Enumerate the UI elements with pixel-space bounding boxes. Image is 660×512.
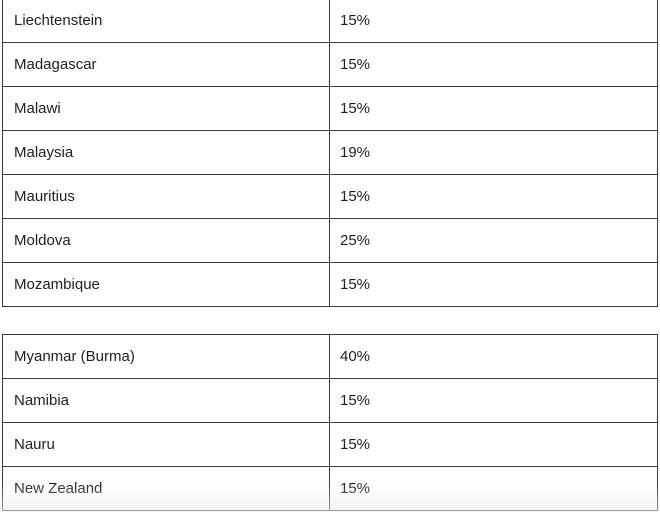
rate-cell: 19%: [329, 130, 658, 175]
country-cell: Madagascar: [2, 42, 330, 87]
rate-cell: 25%: [329, 218, 658, 263]
country-cell: Malaysia: [2, 130, 330, 175]
table-body: Liechtenstein 15% Madagascar 15% Malawi …: [2, 0, 658, 307]
table-row: Nauru 15%: [2, 422, 658, 467]
country-rate-table-1: Liechtenstein 15% Madagascar 15% Malawi …: [2, 0, 658, 307]
rate-cell: 15%: [329, 86, 658, 131]
rate-cell: 15%: [329, 174, 658, 219]
rate-cell: 15%: [329, 42, 658, 87]
table-row: Malaysia 19%: [2, 130, 658, 175]
rate-cell: 15%: [329, 422, 658, 467]
rate-cell: 15%: [329, 378, 658, 423]
rate-cell: 15%: [329, 466, 658, 511]
country-cell: Mozambique: [2, 262, 330, 307]
country-cell: Mauritius: [2, 174, 330, 219]
table-row: Namibia 15%: [2, 378, 658, 423]
rate-cell: 40%: [329, 334, 658, 379]
country-cell: Namibia: [2, 378, 330, 423]
table-row: Malawi 15%: [2, 86, 658, 131]
country-cell: Moldova: [2, 218, 330, 263]
table-row: Liechtenstein 15%: [2, 0, 658, 43]
country-cell: Nauru: [2, 422, 330, 467]
rate-cell: 15%: [329, 0, 658, 43]
country-rate-table-2: Myanmar (Burma) 40% Namibia 15% Nauru 15…: [2, 334, 658, 511]
country-cell: Malawi: [2, 86, 330, 131]
table-body: Myanmar (Burma) 40% Namibia 15% Nauru 15…: [2, 334, 658, 511]
table-row: Moldova 25%: [2, 218, 658, 263]
table-row: Myanmar (Burma) 40%: [2, 334, 658, 379]
table-row: Mauritius 15%: [2, 174, 658, 219]
country-cell: New Zealand: [2, 466, 330, 511]
country-cell: Myanmar (Burma): [2, 334, 330, 379]
table-row: Madagascar 15%: [2, 42, 658, 87]
table-row: Mozambique 15%: [2, 262, 658, 307]
table-row: New Zealand 15%: [2, 466, 658, 511]
rate-cell: 15%: [329, 262, 658, 307]
country-cell: Liechtenstein: [2, 0, 330, 43]
